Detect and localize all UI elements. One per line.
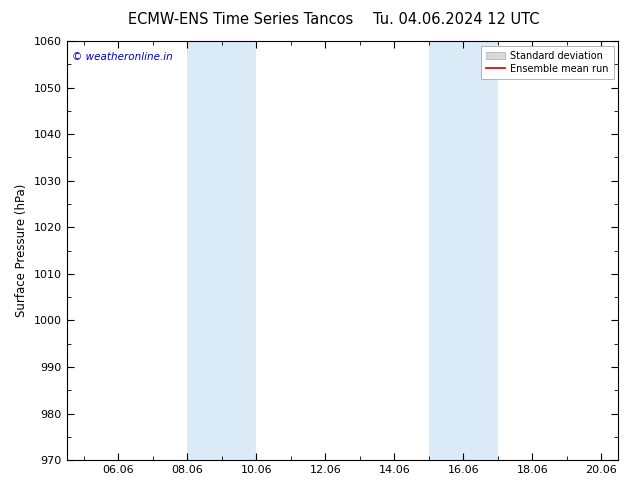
Legend: Standard deviation, Ensemble mean run: Standard deviation, Ensemble mean run: [481, 46, 614, 78]
Bar: [429, 41, 498, 460]
Text: ECMW-ENS Time Series Tancos: ECMW-ENS Time Series Tancos: [128, 12, 354, 27]
Text: Tu. 04.06.2024 12 UTC: Tu. 04.06.2024 12 UTC: [373, 12, 540, 27]
Text: © weatheronline.in: © weatheronline.in: [72, 51, 173, 62]
Bar: [187, 41, 256, 460]
Y-axis label: Surface Pressure (hPa): Surface Pressure (hPa): [15, 184, 28, 318]
